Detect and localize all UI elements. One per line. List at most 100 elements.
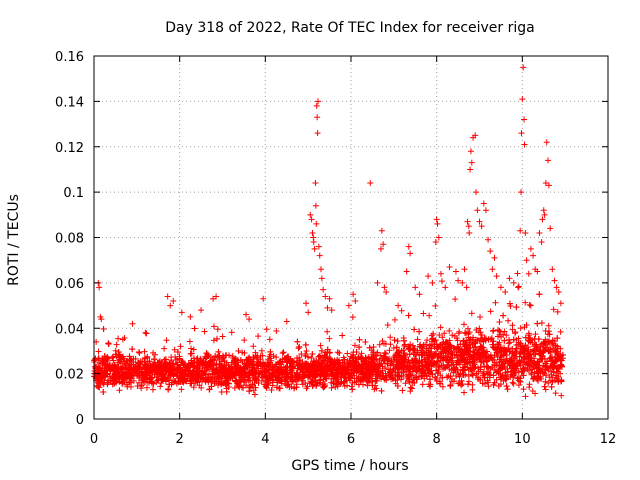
data-point (515, 382, 522, 389)
data-point (464, 325, 471, 332)
data-point (189, 370, 196, 377)
data-point (520, 386, 527, 393)
data-point (464, 218, 471, 225)
data-point (531, 346, 538, 353)
data-point (255, 373, 262, 380)
data-point (536, 348, 543, 355)
data-point (357, 369, 364, 376)
data-point (442, 364, 449, 371)
data-point (478, 332, 485, 339)
data-point (294, 355, 301, 362)
data-point (267, 359, 274, 366)
data-point (355, 381, 362, 388)
data-point (497, 284, 504, 291)
data-point (429, 371, 436, 378)
data-point (211, 323, 218, 330)
chart-title: Day 318 of 2022, Rate Of TEC Index for r… (165, 20, 534, 36)
data-point (381, 353, 388, 360)
data-point (370, 343, 377, 350)
data-point (291, 385, 298, 392)
data-point (311, 245, 318, 252)
data-point (241, 376, 248, 383)
data-point (427, 359, 434, 366)
data-point (455, 380, 462, 387)
data-point (469, 386, 476, 393)
data-point (91, 367, 98, 374)
data-point (444, 357, 451, 364)
data-point (450, 378, 457, 385)
data-point (101, 367, 108, 374)
data-point (413, 352, 420, 359)
data-point (126, 365, 133, 372)
data-point (472, 132, 479, 139)
data-point (315, 98, 322, 105)
data-point (161, 356, 168, 363)
data-point (277, 369, 284, 376)
data-point (136, 373, 143, 380)
data-point (157, 362, 164, 369)
data-point (296, 343, 303, 350)
data-point (428, 341, 435, 348)
data-point (94, 369, 101, 376)
data-point (353, 367, 360, 374)
data-point (469, 358, 476, 365)
data-point (473, 189, 480, 196)
data-point (405, 373, 412, 380)
data-point (479, 344, 486, 351)
data-point (545, 322, 552, 329)
data-point (344, 350, 351, 357)
data-point (513, 348, 520, 355)
data-point (116, 387, 123, 394)
data-point (380, 241, 387, 248)
data-point (283, 374, 290, 381)
data-point (277, 359, 284, 366)
data-point (93, 382, 100, 389)
data-point (135, 349, 142, 356)
data-point (267, 348, 274, 355)
data-point (406, 365, 413, 372)
data-point (426, 383, 433, 390)
data-point (541, 211, 548, 218)
data-point (123, 379, 130, 386)
data-point (424, 356, 431, 363)
data-point (503, 375, 510, 382)
data-point (115, 335, 122, 342)
data-point (128, 375, 135, 382)
data-point (541, 340, 548, 347)
data-point (521, 116, 528, 123)
data-point (521, 141, 528, 148)
data-point (263, 372, 270, 379)
data-point (269, 364, 276, 371)
data-point (503, 383, 510, 390)
data-point (191, 363, 198, 370)
data-point (298, 366, 305, 373)
data-point (468, 159, 475, 166)
data-point (405, 243, 412, 250)
data-point (481, 374, 488, 381)
data-point (129, 320, 136, 327)
data-point (500, 312, 507, 319)
data-point (126, 353, 133, 360)
data-point (187, 313, 194, 320)
data-point (458, 377, 465, 384)
data-point (446, 263, 453, 270)
data-point (465, 223, 472, 230)
data-point (419, 363, 426, 370)
data-point (309, 373, 316, 380)
data-point (468, 310, 475, 317)
data-point (171, 346, 178, 353)
data-point (522, 299, 529, 306)
data-point (463, 284, 470, 291)
data-point (514, 341, 521, 348)
data-point (295, 345, 302, 352)
data-point (501, 347, 508, 354)
data-point (501, 344, 508, 351)
data-point (517, 325, 524, 332)
data-point (358, 350, 365, 357)
data-point (322, 371, 329, 378)
data-point (129, 346, 136, 353)
data-point (187, 374, 194, 381)
data-point (405, 356, 412, 363)
data-point (365, 355, 372, 362)
data-point (173, 373, 180, 380)
